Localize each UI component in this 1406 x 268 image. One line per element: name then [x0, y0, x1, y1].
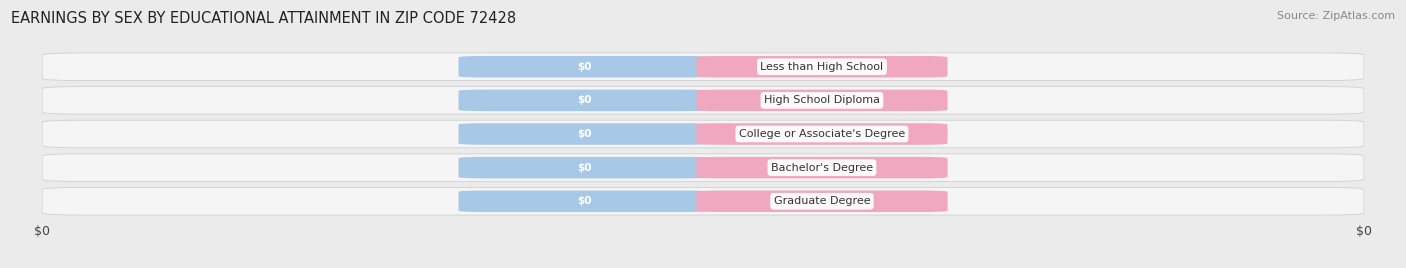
Text: $0: $0 — [814, 95, 830, 105]
Text: $0: $0 — [814, 129, 830, 139]
Text: $0: $0 — [576, 95, 592, 105]
FancyBboxPatch shape — [458, 56, 710, 77]
Text: College or Associate's Degree: College or Associate's Degree — [738, 129, 905, 139]
Text: $0: $0 — [576, 196, 592, 206]
FancyBboxPatch shape — [696, 157, 948, 178]
Text: EARNINGS BY SEX BY EDUCATIONAL ATTAINMENT IN ZIP CODE 72428: EARNINGS BY SEX BY EDUCATIONAL ATTAINMEN… — [11, 11, 516, 26]
FancyBboxPatch shape — [696, 56, 948, 77]
Text: Source: ZipAtlas.com: Source: ZipAtlas.com — [1277, 11, 1395, 21]
FancyBboxPatch shape — [42, 188, 1364, 215]
Text: Bachelor's Degree: Bachelor's Degree — [770, 163, 873, 173]
FancyBboxPatch shape — [458, 191, 710, 212]
Text: Graduate Degree: Graduate Degree — [773, 196, 870, 206]
Text: Less than High School: Less than High School — [761, 62, 883, 72]
FancyBboxPatch shape — [42, 154, 1364, 181]
Text: $0: $0 — [814, 196, 830, 206]
Text: $0: $0 — [814, 163, 830, 173]
Legend: Male, Female: Male, Female — [633, 263, 773, 268]
FancyBboxPatch shape — [458, 90, 710, 111]
FancyBboxPatch shape — [42, 87, 1364, 114]
Text: High School Diploma: High School Diploma — [763, 95, 880, 105]
FancyBboxPatch shape — [42, 53, 1364, 80]
FancyBboxPatch shape — [696, 90, 948, 111]
Text: $0: $0 — [576, 163, 592, 173]
FancyBboxPatch shape — [42, 120, 1364, 148]
FancyBboxPatch shape — [696, 191, 948, 212]
Text: $0: $0 — [576, 129, 592, 139]
FancyBboxPatch shape — [696, 123, 948, 145]
FancyBboxPatch shape — [458, 123, 710, 145]
FancyBboxPatch shape — [458, 157, 710, 178]
Text: $0: $0 — [814, 62, 830, 72]
Text: $0: $0 — [576, 62, 592, 72]
